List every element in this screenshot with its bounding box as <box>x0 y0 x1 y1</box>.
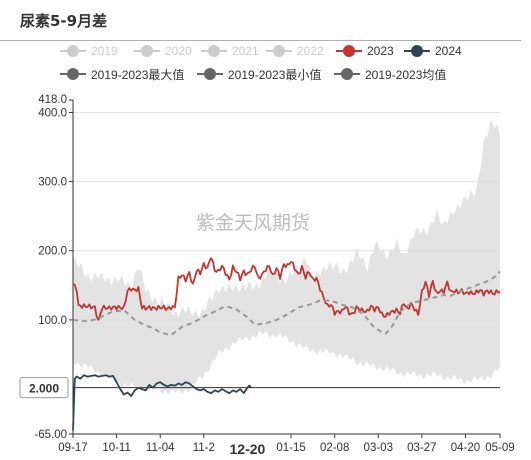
x-tick-label: 02-08 <box>320 442 349 454</box>
legend-label: 2019-2023最大值 <box>91 67 185 82</box>
legend-item-2019[interactable]: 2019 <box>60 43 118 59</box>
legend-item-2019-2023-7[interactable]: 2019-2023最小值 <box>197 66 321 82</box>
legend-symbol-icon <box>197 67 223 81</box>
x-tick-label: 11-2 <box>193 442 215 454</box>
legend-item-2019-2023-8[interactable]: 2019-2023均值 <box>334 66 446 82</box>
x-tick-label: 03-27 <box>407 442 436 454</box>
legend-symbol-icon <box>336 44 362 58</box>
legend-symbol-icon <box>201 44 227 58</box>
legend-label: 2019-2023最小值 <box>228 67 322 82</box>
series-line-2024[interactable] <box>72 374 252 431</box>
y-tick-label: 418.0 <box>38 94 67 106</box>
legend-label: 2019-2023均值 <box>365 67 447 82</box>
date-pointer-box <box>221 437 274 459</box>
y-tick-label: 400.0 <box>38 107 67 119</box>
legend-label: 2022 <box>297 44 324 58</box>
y-tick-label: 300.0 <box>38 177 67 189</box>
x-tick-label: 04-20 <box>451 442 480 454</box>
legend-item-2024[interactable]: 2024 <box>404 43 462 59</box>
x-tick-label: 03-03 <box>364 442 393 454</box>
legend-symbol-icon <box>60 44 86 58</box>
legend-symbol-icon <box>60 67 86 81</box>
legend-symbol-icon <box>404 44 430 58</box>
legend-label: 2019 <box>91 44 118 58</box>
title-bar: 尿素5-9月差 <box>0 0 521 41</box>
x-tick-label: 11-04 <box>146 442 175 454</box>
x-tick-label: 05-09 <box>485 442 514 454</box>
legend-label: 2024 <box>435 44 462 58</box>
date-pointer-label: 12-20 <box>230 441 266 457</box>
legend-label: 2020 <box>165 44 192 58</box>
min-max-band <box>73 119 500 395</box>
legend-symbol-icon <box>134 44 160 58</box>
watermark: 紫金天风期货 <box>196 212 310 234</box>
legend-label: 2023 <box>367 44 394 58</box>
x-tick-label: 01-15 <box>276 442 305 454</box>
value-pointer-box <box>19 377 69 399</box>
legend: 2019 2020 2021 2022 2023 2024 2019-2023最大值 2019… <box>0 0 531 90</box>
legend-label: 2021 <box>232 44 259 58</box>
legend-item-2022[interactable]: 2022 <box>266 43 324 59</box>
y-tick-label: 200.0 <box>38 246 67 258</box>
legend-item-2019-2023-6[interactable]: 2019-2023最大值 <box>60 66 184 82</box>
y-tick-label: -65.00 <box>34 429 67 441</box>
x-tick-label: 10-11 <box>102 442 131 454</box>
legend-item-2020[interactable]: 2020 <box>134 43 192 59</box>
legend-item-2021[interactable]: 2021 <box>201 43 259 59</box>
series-line-2019-2023-[interactable] <box>72 270 501 337</box>
x-tick-label: 09-17 <box>58 442 87 454</box>
value-pointer-label: 2.000 <box>29 382 59 396</box>
series-line-2023[interactable] <box>72 257 501 321</box>
legend-item-2023[interactable]: 2023 <box>336 43 394 59</box>
y-tick-label: 100.0 <box>38 315 67 327</box>
chart-title: 尿素5-9月差 <box>20 12 108 30</box>
legend-symbol-icon <box>334 67 360 81</box>
legend-symbol-icon <box>266 44 292 58</box>
